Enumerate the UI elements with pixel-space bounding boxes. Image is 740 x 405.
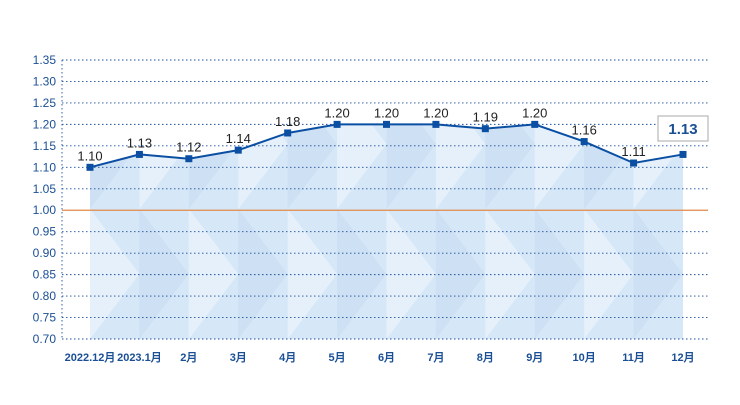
area-pattern — [90, 0, 683, 339]
area-pattern-triangle — [435, 209, 486, 339]
area-pattern-triangle — [387, 0, 436, 79]
area-pattern-triangle — [534, 209, 585, 339]
data-point — [185, 155, 193, 163]
data-point — [531, 120, 539, 128]
data-label: 1.14 — [226, 131, 251, 146]
x-tick-label: 9月 — [526, 351, 543, 364]
x-tick-label: 8月 — [477, 351, 494, 364]
data-points — [86, 120, 687, 171]
area-pattern-triangle — [238, 209, 288, 339]
x-tick-label: 7月 — [427, 351, 444, 364]
data-label: 1.16 — [572, 123, 597, 138]
y-tick-label: 0.95 — [33, 225, 57, 239]
area-pattern-triangle — [238, 0, 287, 79]
y-tick-label: 0.80 — [33, 289, 57, 303]
area-pattern-triangle — [584, 0, 633, 79]
data-label: 1.20 — [423, 105, 448, 120]
area-pattern-triangle — [436, 0, 485, 79]
x-tick-label: 2月 — [180, 351, 197, 364]
y-tick-label: 0.70 — [33, 332, 57, 346]
callout-value: 1.13 — [668, 121, 697, 138]
gridlines — [61, 59, 708, 340]
area-pattern-triangle — [139, 209, 189, 339]
area-pattern-triangle — [287, 209, 338, 339]
x-tick-label: 2023.1月 — [117, 351, 162, 364]
y-tick-label: 1.10 — [33, 160, 57, 174]
area-pattern-triangle — [139, 0, 188, 79]
x-axis-tick-labels: 2022.12月 2023.1月 2月 3月 4月 5月 6月 7月 8月 9月 10月 11月 12月 — [65, 351, 695, 364]
data-label: 1.20 — [374, 105, 399, 120]
data-point — [86, 163, 94, 171]
area-fill-group — [90, 0, 683, 339]
data-point — [383, 120, 390, 128]
x-tick-label: 11月 — [622, 351, 645, 364]
area-pattern-triangle — [435, 124, 486, 209]
area-pattern-triangle — [584, 209, 634, 339]
data-point — [580, 138, 588, 146]
data-label: 1.19 — [473, 110, 498, 125]
y-tick-label: 1.05 — [33, 182, 57, 196]
y-tick-label: 0.85 — [33, 268, 57, 282]
y-tick-label: 1.00 — [33, 203, 57, 217]
area-pattern-triangle — [90, 209, 140, 339]
area-pattern-triangle — [188, 209, 239, 339]
y-axis-tick-labels: 0.70 0.75 0.80 0.85 0.90 0.95 1.00 1.05 1.10 1.15… — [33, 53, 57, 346]
area-pattern-triangle — [534, 124, 585, 209]
y-tick-label: 0.75 — [33, 311, 57, 325]
x-tick-label: 10月 — [573, 351, 596, 364]
area-pattern-triangle — [337, 124, 387, 209]
data-label: 1.11 — [621, 144, 645, 159]
area-pattern-triangle — [238, 124, 288, 209]
latest-value-callout: 1.13 — [657, 115, 709, 142]
y-tick-label: 1.20 — [33, 117, 57, 131]
y-tick-label: 1.15 — [33, 139, 57, 153]
data-point — [432, 120, 440, 128]
area-pattern-triangle — [337, 0, 386, 79]
data-point — [333, 120, 341, 128]
data-point — [284, 129, 292, 137]
data-label: 1.12 — [176, 140, 201, 155]
x-tick-label: 4月 — [279, 351, 296, 364]
area-pattern-triangle — [633, 209, 683, 339]
area-pattern-triangle — [386, 124, 436, 209]
area-pattern-triangle — [386, 209, 436, 339]
data-point — [481, 125, 489, 133]
area-pattern-triangle — [485, 0, 534, 79]
area-pattern-triangle — [337, 209, 387, 339]
data-label: 1.10 — [77, 148, 102, 163]
data-point — [234, 146, 242, 154]
x-tick-label: 12月 — [671, 351, 694, 364]
area-pattern-triangle — [485, 209, 535, 339]
data-label: 1.13 — [127, 135, 152, 150]
area-pattern-triangle — [535, 0, 584, 79]
area-pattern-triangle — [634, 0, 683, 79]
data-point — [135, 150, 143, 158]
area-pattern-triangle — [288, 0, 337, 79]
y-tick-label: 0.90 — [33, 246, 57, 260]
area-pattern-triangle — [189, 0, 238, 79]
x-tick-label: 6月 — [378, 351, 395, 364]
y-tick-label: 1.25 — [33, 96, 57, 110]
area-pattern-triangle — [287, 124, 338, 209]
data-label: 1.20 — [522, 105, 547, 120]
data-point — [630, 159, 638, 167]
y-tick-label: 1.35 — [33, 53, 57, 67]
callout-box — [657, 115, 709, 142]
data-label: 1.20 — [324, 105, 349, 120]
x-tick-label: 3月 — [230, 351, 247, 364]
area-pattern-triangle — [90, 0, 139, 79]
y-tick-label: 1.30 — [33, 74, 57, 88]
data-label: 1.18 — [275, 114, 300, 129]
x-tick-label: 5月 — [329, 351, 346, 364]
data-point — [679, 150, 687, 158]
x-tick-label: 2022.12月 — [65, 351, 116, 364]
area-pattern-triangle — [485, 124, 535, 209]
data-labels: 1.10 1.13 1.12 1.14 1.18 1.20 1.20 1.20 1.19 1.20… — [77, 105, 645, 163]
